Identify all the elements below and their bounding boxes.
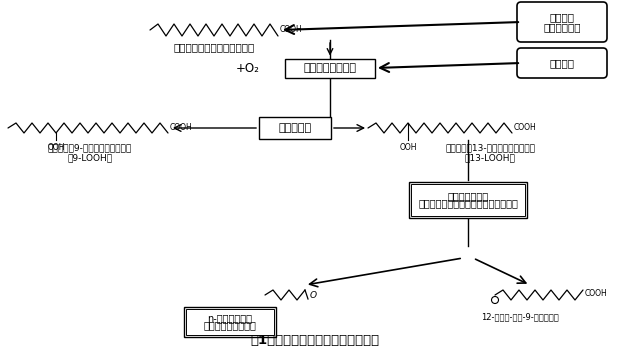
Text: リノール鄂9-ヒドロペルオキシド: リノール鄂9-ヒドロペルオキシド — [48, 143, 132, 152]
Text: リポキシゲナーゼ: リポキシゲナーゼ — [304, 63, 357, 73]
Text: +O₂: +O₂ — [236, 62, 260, 75]
Text: 大　　豆: 大 豆 — [549, 12, 575, 22]
Text: 大　　豆: 大 豆 — [549, 58, 575, 68]
Text: （9-LOOH）: （9-LOOH） — [67, 153, 113, 162]
FancyBboxPatch shape — [411, 184, 525, 216]
Text: n-ヘキサナール: n-ヘキサナール — [207, 314, 253, 323]
Text: リノール鄂13-ヒドロペルオキシド: リノール鄂13-ヒドロペルオキシド — [445, 143, 535, 152]
Text: OOH: OOH — [47, 143, 65, 152]
Text: O: O — [310, 291, 317, 301]
Text: （ヒト゚ロペルオキシト゚リアーゼ）: （ヒト゚ロペルオキシト゚リアーゼ） — [418, 199, 518, 208]
FancyBboxPatch shape — [517, 48, 607, 78]
FancyBboxPatch shape — [285, 58, 375, 77]
FancyBboxPatch shape — [184, 307, 276, 337]
Text: COOH: COOH — [514, 122, 537, 132]
Text: 図1．大豆リポキシゲナーゼの作用: 図1．大豆リポキシゲナーゼの作用 — [251, 333, 379, 346]
Text: 他の食品素材: 他の食品素材 — [543, 22, 581, 32]
Text: （青臭みの主成分）: （青臭みの主成分） — [203, 321, 256, 331]
FancyBboxPatch shape — [186, 309, 274, 335]
Text: OOH: OOH — [399, 143, 417, 152]
Text: リノール酸（不飽和脂肪酸）: リノール酸（不飽和脂肪酸） — [173, 42, 255, 52]
Text: （13-LOOH）: （13-LOOH） — [464, 153, 515, 162]
Text: 過酸化脂質: 過酸化脂質 — [278, 123, 312, 133]
Text: COOH: COOH — [280, 25, 303, 33]
Text: 12-オキソ-シス-9-ドデセン酸: 12-オキソ-シス-9-ドデセン酸 — [481, 312, 559, 321]
Text: COOH: COOH — [585, 289, 608, 298]
FancyBboxPatch shape — [409, 182, 527, 218]
Text: 開　裂　酵　素: 開 裂 酵 素 — [447, 191, 488, 201]
Text: COOH: COOH — [170, 122, 193, 132]
FancyBboxPatch shape — [259, 117, 331, 139]
FancyBboxPatch shape — [517, 2, 607, 42]
